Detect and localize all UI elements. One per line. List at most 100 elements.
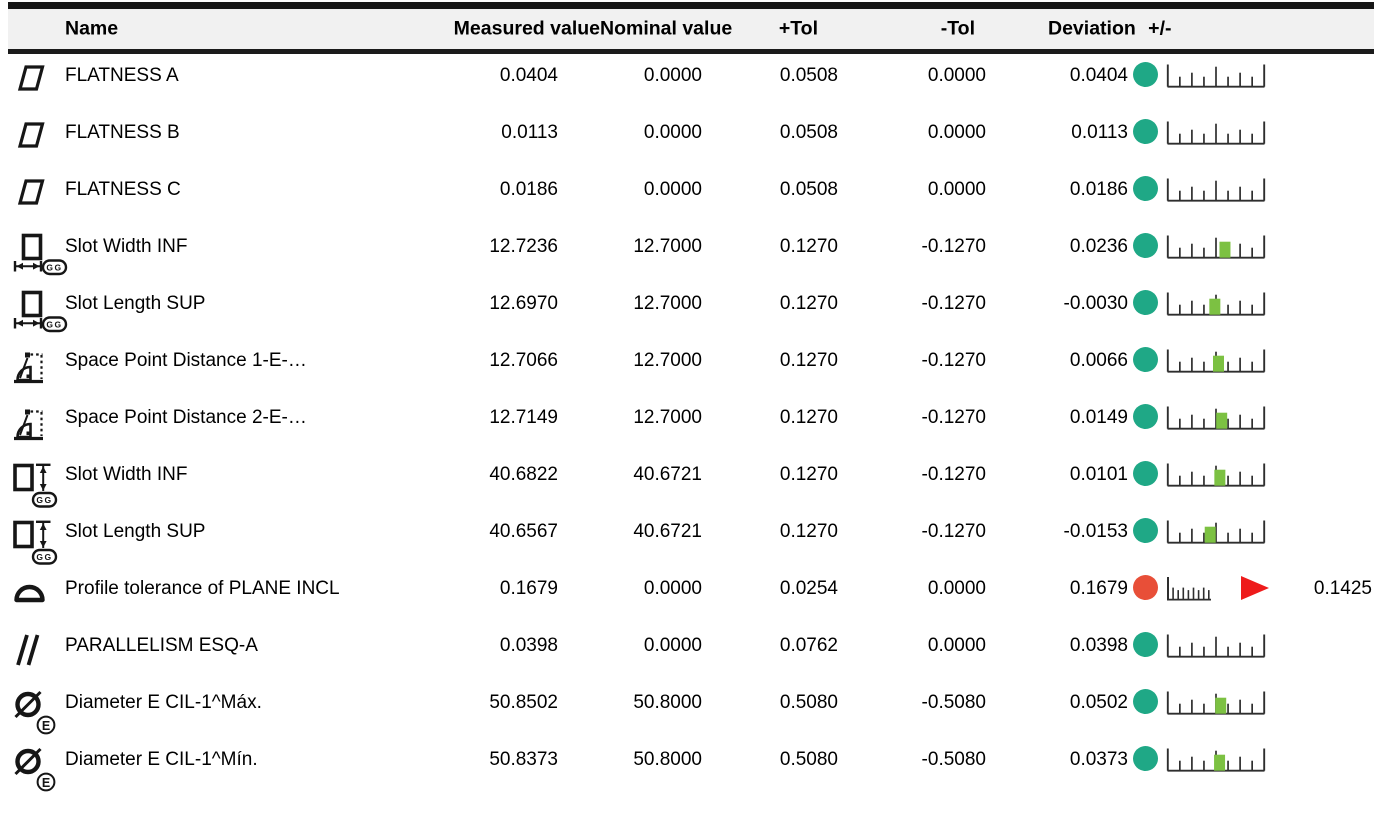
slot-width-vertical-icon: GG [8,520,60,567]
out-of-tolerance-value: 0.1425 [1313,578,1372,599]
deviation-visual [1128,176,1374,225]
nominal-value: 12.7000 [633,407,702,428]
minus-tol-value: -0.1270 [921,521,986,542]
status-dot [1133,404,1158,429]
profile-of-surface-icon [8,578,60,624]
status-dot [1133,119,1158,144]
measured-value: 0.1679 [499,578,558,599]
diameter-envelope-icon: E [8,747,60,795]
svg-text:E: E [42,719,50,733]
deviation-visual [1128,404,1374,453]
table-row[interactable]: GG Slot Width INF 12.7236 12.7000 0.1270 -0.1… [8,225,1374,282]
feature-name: Slot Width INF [65,464,188,485]
table-row[interactable]: GG Slot Length SUP 12.6970 12.7000 0.1270 -0.… [8,282,1374,339]
svg-text:GG: GG [36,552,52,562]
plus-tol-value: 0.1270 [779,407,838,428]
feature-name: FLATNESS C [65,179,181,200]
feature-name: Slot Length SUP [65,521,206,542]
deviation-scale [1158,463,1266,492]
plus-tol-value: 0.1270 [779,293,838,314]
deviation-value: 0.0149 [1069,407,1128,428]
parallelism-icon [8,634,60,681]
table-row[interactable]: GG Slot Width INF 40.6822 40.6721 0.1270 -0.1… [8,453,1374,510]
table-row[interactable]: Space Point Distance 1-E-… 12.7066 12.7000… [8,339,1374,396]
measured-value: 12.7236 [489,236,558,257]
table-row[interactable]: FLATNESS B 0.0113 0.0000 0.0508 0.0000 0.0113 [8,111,1374,168]
diameter-envelope-icon: E [8,690,60,738]
deviation-visual [1128,461,1374,510]
deviation-scale [1158,178,1266,207]
plus-tol-value: 0.5080 [779,749,838,770]
deviation-scale [1158,349,1266,378]
deviation-value: 0.0502 [1069,692,1128,713]
measured-value: 0.0398 [499,635,558,656]
deviation-scale [1158,406,1266,435]
feature-name: Slot Width INF [65,236,188,257]
deviation-value: -0.0153 [1063,521,1128,542]
space-point-distance-icon [8,407,60,453]
flatness-icon [8,179,60,225]
status-dot [1133,347,1158,372]
minus-tol-value: 0.0000 [927,122,986,143]
deviation-visual [1128,290,1374,339]
table-row[interactable]: E Diameter E CIL-1^Máx. 50.8502 50.8000 0.50… [8,681,1374,738]
header-minus-tol: -Tol [940,17,975,40]
deviation-scale [1158,577,1214,606]
nominal-value: 12.7000 [633,350,702,371]
table-row[interactable]: E Diameter E CIL-1^Mín. 50.8373 50.8000 0.50… [8,738,1374,795]
deviation-value: -0.0030 [1063,293,1128,314]
deviation-scale [1158,64,1266,93]
deviation-scale [1158,235,1266,264]
header-plus-tol: +Tol [778,17,818,40]
deviation-visual [1128,347,1374,396]
plus-tol-value: 0.5080 [779,692,838,713]
svg-text:GG: GG [46,263,62,273]
minus-tol-value: 0.0000 [927,179,986,200]
plus-tol-value: 0.1270 [779,521,838,542]
svg-text:GG: GG [46,320,62,330]
nominal-value: 0.0000 [643,179,702,200]
deviation-value: 0.0101 [1069,464,1128,485]
deviation-visual [1128,62,1374,111]
plus-tol-value: 0.0762 [779,635,838,656]
measured-value: 0.0113 [501,122,558,143]
header-nominal: Nominal value [600,17,733,40]
svg-text:GG: GG [36,495,52,505]
nominal-value: 0.0000 [643,635,702,656]
feature-name: FLATNESS A [65,65,179,86]
status-dot [1133,689,1158,714]
table-row[interactable]: Profile tolerance of PLANE INCL 0.1679 0.0… [8,567,1374,624]
measured-value: 0.0186 [499,179,558,200]
nominal-value: 0.0000 [643,122,702,143]
deviation-visual [1128,632,1374,681]
nominal-value: 50.8000 [633,749,702,770]
deviation-value: 0.0398 [1069,635,1128,656]
minus-tol-value: -0.1270 [921,464,986,485]
feature-name: Slot Length SUP [65,293,206,314]
table-row[interactable]: PARALLELISM ESQ-A 0.0398 0.0000 0.0762 0.000… [8,624,1374,681]
svg-text:E: E [42,776,50,790]
minus-tol-value: -0.5080 [921,749,986,770]
table-row[interactable]: Space Point Distance 2-E-… 12.7149 12.7000… [8,396,1374,453]
table-row[interactable]: GG Slot Length SUP 40.6567 40.6721 0.1270 -0.… [8,510,1374,567]
plus-tol-value: 0.1270 [779,350,838,371]
deviation-scale [1158,691,1266,720]
deviation-value: 0.0113 [1071,122,1128,143]
table-row[interactable]: FLATNESS A 0.0404 0.0000 0.0508 0.0000 0.0404 [8,54,1374,111]
measured-value: 12.7066 [489,350,558,371]
plus-tol-value: 0.1270 [779,464,838,485]
table-row[interactable]: FLATNESS C 0.0186 0.0000 0.0508 0.0000 0.0186 [8,168,1374,225]
status-dot [1133,290,1158,315]
measured-value: 40.6567 [489,521,558,542]
status-dot [1133,575,1158,600]
deviation-scale [1158,634,1266,663]
minus-tol-value: -0.1270 [921,293,986,314]
deviation-value: 0.1679 [1069,578,1128,599]
feature-name: Diameter E CIL-1^Mín. [65,749,258,770]
measured-value: 12.7149 [489,407,558,428]
results-table: Name Measured value Nominal value +Tol -… [8,2,1374,795]
feature-name: PARALLELISM ESQ-A [65,635,258,656]
deviation-scale [1158,520,1266,549]
status-dot [1133,62,1158,87]
